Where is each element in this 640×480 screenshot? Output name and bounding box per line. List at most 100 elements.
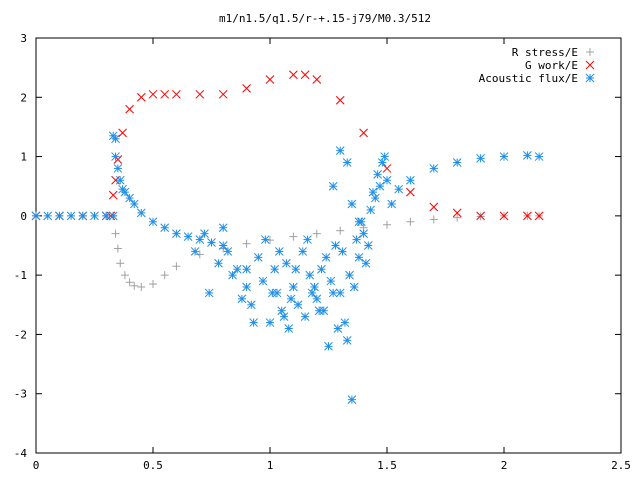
data-point xyxy=(282,258,291,268)
data-point xyxy=(125,193,134,203)
data-point xyxy=(266,236,274,245)
data-point xyxy=(335,95,345,105)
data-point xyxy=(113,164,123,173)
data-point xyxy=(406,175,415,185)
y-tick-label: -3 xyxy=(14,388,27,401)
data-point xyxy=(160,271,169,280)
data-point xyxy=(172,89,181,99)
data-point xyxy=(204,288,214,298)
data-point xyxy=(265,318,275,327)
data-point xyxy=(130,281,139,290)
data-point xyxy=(183,232,193,241)
data-point xyxy=(129,199,139,209)
data-point xyxy=(499,211,509,221)
legend-label: Acoustic flux/E xyxy=(479,72,578,85)
data-point xyxy=(108,211,118,221)
data-point xyxy=(349,282,359,292)
data-point xyxy=(406,217,415,226)
data-point xyxy=(499,152,509,161)
data-point xyxy=(232,264,242,274)
data-point xyxy=(228,270,237,280)
legend-marker xyxy=(585,60,595,70)
data-point xyxy=(382,164,392,173)
data-point xyxy=(120,271,129,280)
data-point xyxy=(260,235,270,244)
data-point xyxy=(160,89,170,99)
data-point xyxy=(347,395,357,404)
data-point xyxy=(359,229,368,238)
data-point xyxy=(523,151,532,160)
x-tick-label: 2 xyxy=(501,459,508,472)
x-tick-label: 2.5 xyxy=(611,459,631,472)
data-point xyxy=(476,153,485,163)
data-point xyxy=(342,336,352,345)
data-point xyxy=(223,247,233,256)
data-point xyxy=(453,213,462,222)
data-point xyxy=(331,241,340,250)
data-point xyxy=(293,300,303,310)
data-point xyxy=(368,187,378,197)
data-point xyxy=(345,270,354,280)
legend-label: G work/E xyxy=(525,59,578,72)
data-point xyxy=(340,318,350,327)
data-point xyxy=(328,181,338,191)
data-point xyxy=(31,211,41,221)
x-tick-label: 1.5 xyxy=(377,459,397,472)
data-point xyxy=(534,211,544,221)
data-point xyxy=(300,70,310,80)
data-point xyxy=(312,75,322,84)
data-point xyxy=(218,241,228,250)
data-point xyxy=(137,283,146,291)
data-point xyxy=(366,205,375,215)
data-point xyxy=(286,294,296,304)
data-point xyxy=(291,264,301,274)
data-point xyxy=(55,211,64,221)
data-point xyxy=(363,241,373,250)
data-point xyxy=(534,152,544,161)
data-point xyxy=(338,247,347,256)
data-point xyxy=(111,152,120,161)
data-point xyxy=(200,229,209,238)
data-point xyxy=(375,181,385,191)
data-point xyxy=(218,89,228,99)
data-point xyxy=(361,258,371,268)
data-point xyxy=(373,170,382,179)
y-tick-label: 2 xyxy=(20,91,27,104)
data-point xyxy=(207,238,216,247)
legend-marker xyxy=(585,73,595,83)
data-point xyxy=(125,278,134,287)
data-point xyxy=(342,158,352,167)
data-point xyxy=(116,259,125,268)
data-point xyxy=(324,341,333,351)
data-point xyxy=(298,247,308,256)
data-point xyxy=(108,190,118,200)
data-point xyxy=(90,211,99,221)
data-point xyxy=(172,229,181,238)
data-point xyxy=(120,187,130,197)
data-point xyxy=(383,220,391,229)
data-point xyxy=(310,282,319,292)
axes: 0 0.5 1 1.5 2 2.5 -4 -3 -2 -1 0 1 2 3 xyxy=(14,32,631,472)
data-point xyxy=(347,199,357,209)
data-point xyxy=(115,175,125,185)
data-point xyxy=(279,312,289,321)
series-layer xyxy=(31,70,544,404)
data-point xyxy=(321,253,331,262)
data-point xyxy=(148,89,158,99)
data-point xyxy=(312,229,321,238)
data-point xyxy=(312,294,322,304)
legend-marker xyxy=(586,48,594,56)
data-point xyxy=(328,288,338,298)
y-tick-label: 0 xyxy=(20,210,27,223)
data-point xyxy=(242,282,251,292)
data-point xyxy=(300,312,310,321)
data-point xyxy=(382,175,392,185)
data-point xyxy=(289,70,298,80)
data-point xyxy=(258,276,268,286)
y-tick-label: -1 xyxy=(14,269,27,282)
data-point xyxy=(270,264,280,274)
data-point xyxy=(242,84,251,93)
data-point xyxy=(326,276,336,286)
data-point xyxy=(237,294,247,304)
